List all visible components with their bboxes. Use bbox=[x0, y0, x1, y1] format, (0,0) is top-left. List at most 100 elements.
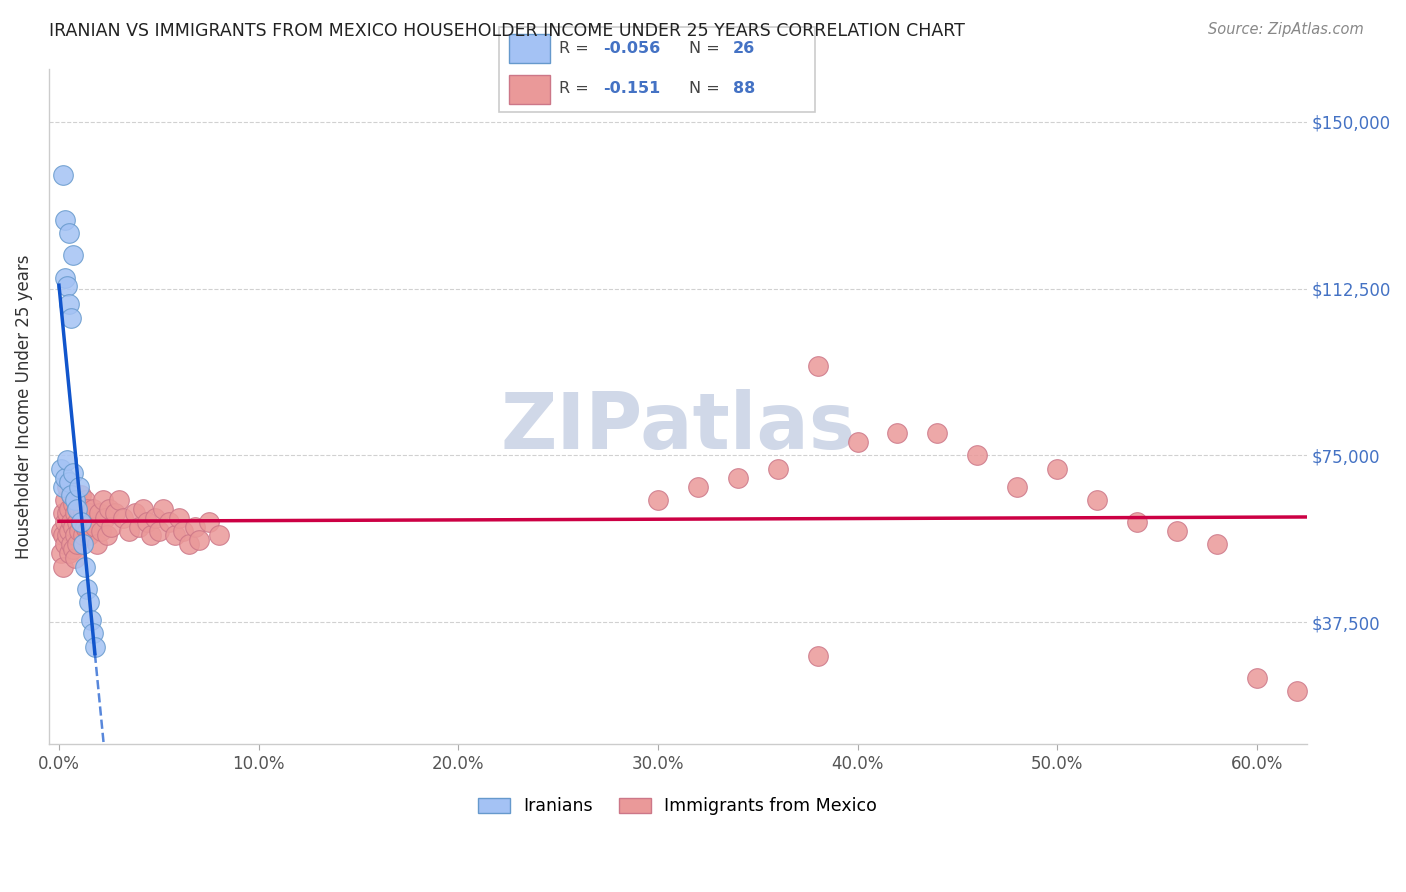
Point bbox=[62, 497, 84, 511]
Point bbox=[108, 492, 131, 507]
Point bbox=[647, 492, 669, 507]
Point bbox=[77, 528, 100, 542]
Point bbox=[66, 515, 89, 529]
Point bbox=[52, 479, 75, 493]
Point bbox=[56, 528, 79, 542]
Point bbox=[58, 524, 80, 538]
Point bbox=[59, 488, 82, 502]
Text: R =: R = bbox=[560, 41, 595, 56]
Point bbox=[139, 528, 162, 542]
Point bbox=[1046, 462, 1069, 476]
Point bbox=[172, 524, 194, 538]
Text: R =: R = bbox=[560, 80, 599, 95]
Point bbox=[58, 546, 80, 560]
Point bbox=[72, 506, 94, 520]
FancyBboxPatch shape bbox=[509, 35, 550, 63]
Point bbox=[53, 492, 76, 507]
Text: IRANIAN VS IMMIGRANTS FROM MEXICO HOUSEHOLDER INCOME UNDER 25 YEARS CORRELATION : IRANIAN VS IMMIGRANTS FROM MEXICO HOUSEH… bbox=[49, 22, 965, 40]
Point bbox=[177, 537, 200, 551]
FancyBboxPatch shape bbox=[509, 75, 550, 103]
Point bbox=[686, 479, 709, 493]
Point bbox=[73, 519, 96, 533]
Point bbox=[76, 582, 98, 596]
Point bbox=[1206, 537, 1229, 551]
Point bbox=[966, 449, 988, 463]
Point bbox=[62, 467, 84, 481]
Point bbox=[167, 510, 190, 524]
Point bbox=[52, 168, 75, 182]
Point bbox=[104, 506, 127, 520]
Point bbox=[49, 546, 72, 560]
Point bbox=[80, 613, 103, 627]
Point bbox=[727, 470, 749, 484]
Point bbox=[118, 524, 141, 538]
Point bbox=[59, 537, 82, 551]
Point bbox=[83, 640, 105, 654]
Text: 26: 26 bbox=[734, 41, 755, 56]
Point bbox=[53, 212, 76, 227]
Point bbox=[59, 515, 82, 529]
Point bbox=[63, 550, 86, 565]
Point bbox=[100, 519, 122, 533]
Point bbox=[183, 519, 205, 533]
Point bbox=[63, 528, 86, 542]
Point bbox=[58, 297, 80, 311]
Point bbox=[63, 506, 86, 520]
Point bbox=[73, 559, 96, 574]
Point bbox=[1246, 671, 1268, 685]
Point bbox=[82, 626, 104, 640]
Point bbox=[87, 506, 110, 520]
Point bbox=[52, 559, 75, 574]
Point bbox=[886, 426, 908, 441]
Point bbox=[86, 537, 108, 551]
Point bbox=[163, 528, 186, 542]
Point bbox=[59, 310, 82, 325]
Text: Source: ZipAtlas.com: Source: ZipAtlas.com bbox=[1208, 22, 1364, 37]
Point bbox=[72, 537, 94, 551]
Point bbox=[94, 510, 117, 524]
Text: -0.151: -0.151 bbox=[603, 80, 661, 95]
Point bbox=[66, 501, 89, 516]
Text: ZIPatlas: ZIPatlas bbox=[501, 389, 855, 465]
Point bbox=[90, 524, 112, 538]
Point bbox=[66, 492, 89, 507]
Point bbox=[72, 528, 94, 542]
Point bbox=[197, 515, 219, 529]
Legend: Iranians, Immigrants from Mexico: Iranians, Immigrants from Mexico bbox=[471, 790, 884, 822]
Point bbox=[148, 524, 170, 538]
Point bbox=[70, 488, 93, 502]
Point bbox=[76, 501, 98, 516]
Point bbox=[76, 524, 98, 538]
Point bbox=[56, 453, 79, 467]
Point bbox=[58, 501, 80, 516]
Text: -0.056: -0.056 bbox=[603, 41, 661, 56]
Point bbox=[152, 501, 174, 516]
Point bbox=[1126, 515, 1149, 529]
Point bbox=[53, 537, 76, 551]
Point bbox=[62, 248, 84, 262]
Point bbox=[96, 528, 118, 542]
Point bbox=[49, 524, 72, 538]
Point bbox=[135, 515, 157, 529]
Point bbox=[70, 515, 93, 529]
Text: N =: N = bbox=[689, 80, 725, 95]
Point bbox=[58, 475, 80, 489]
Point bbox=[53, 270, 76, 285]
Point bbox=[111, 510, 134, 524]
Point bbox=[82, 501, 104, 516]
Point bbox=[128, 519, 150, 533]
Point bbox=[56, 479, 79, 493]
Point bbox=[83, 519, 105, 533]
Point bbox=[157, 515, 180, 529]
Point bbox=[1007, 479, 1029, 493]
Point bbox=[62, 519, 84, 533]
Point bbox=[53, 470, 76, 484]
Point bbox=[56, 279, 79, 293]
Point bbox=[1166, 524, 1188, 538]
Point bbox=[52, 506, 75, 520]
Point bbox=[49, 462, 72, 476]
Point bbox=[80, 515, 103, 529]
Point bbox=[97, 501, 120, 516]
Point bbox=[59, 488, 82, 502]
Point bbox=[73, 492, 96, 507]
